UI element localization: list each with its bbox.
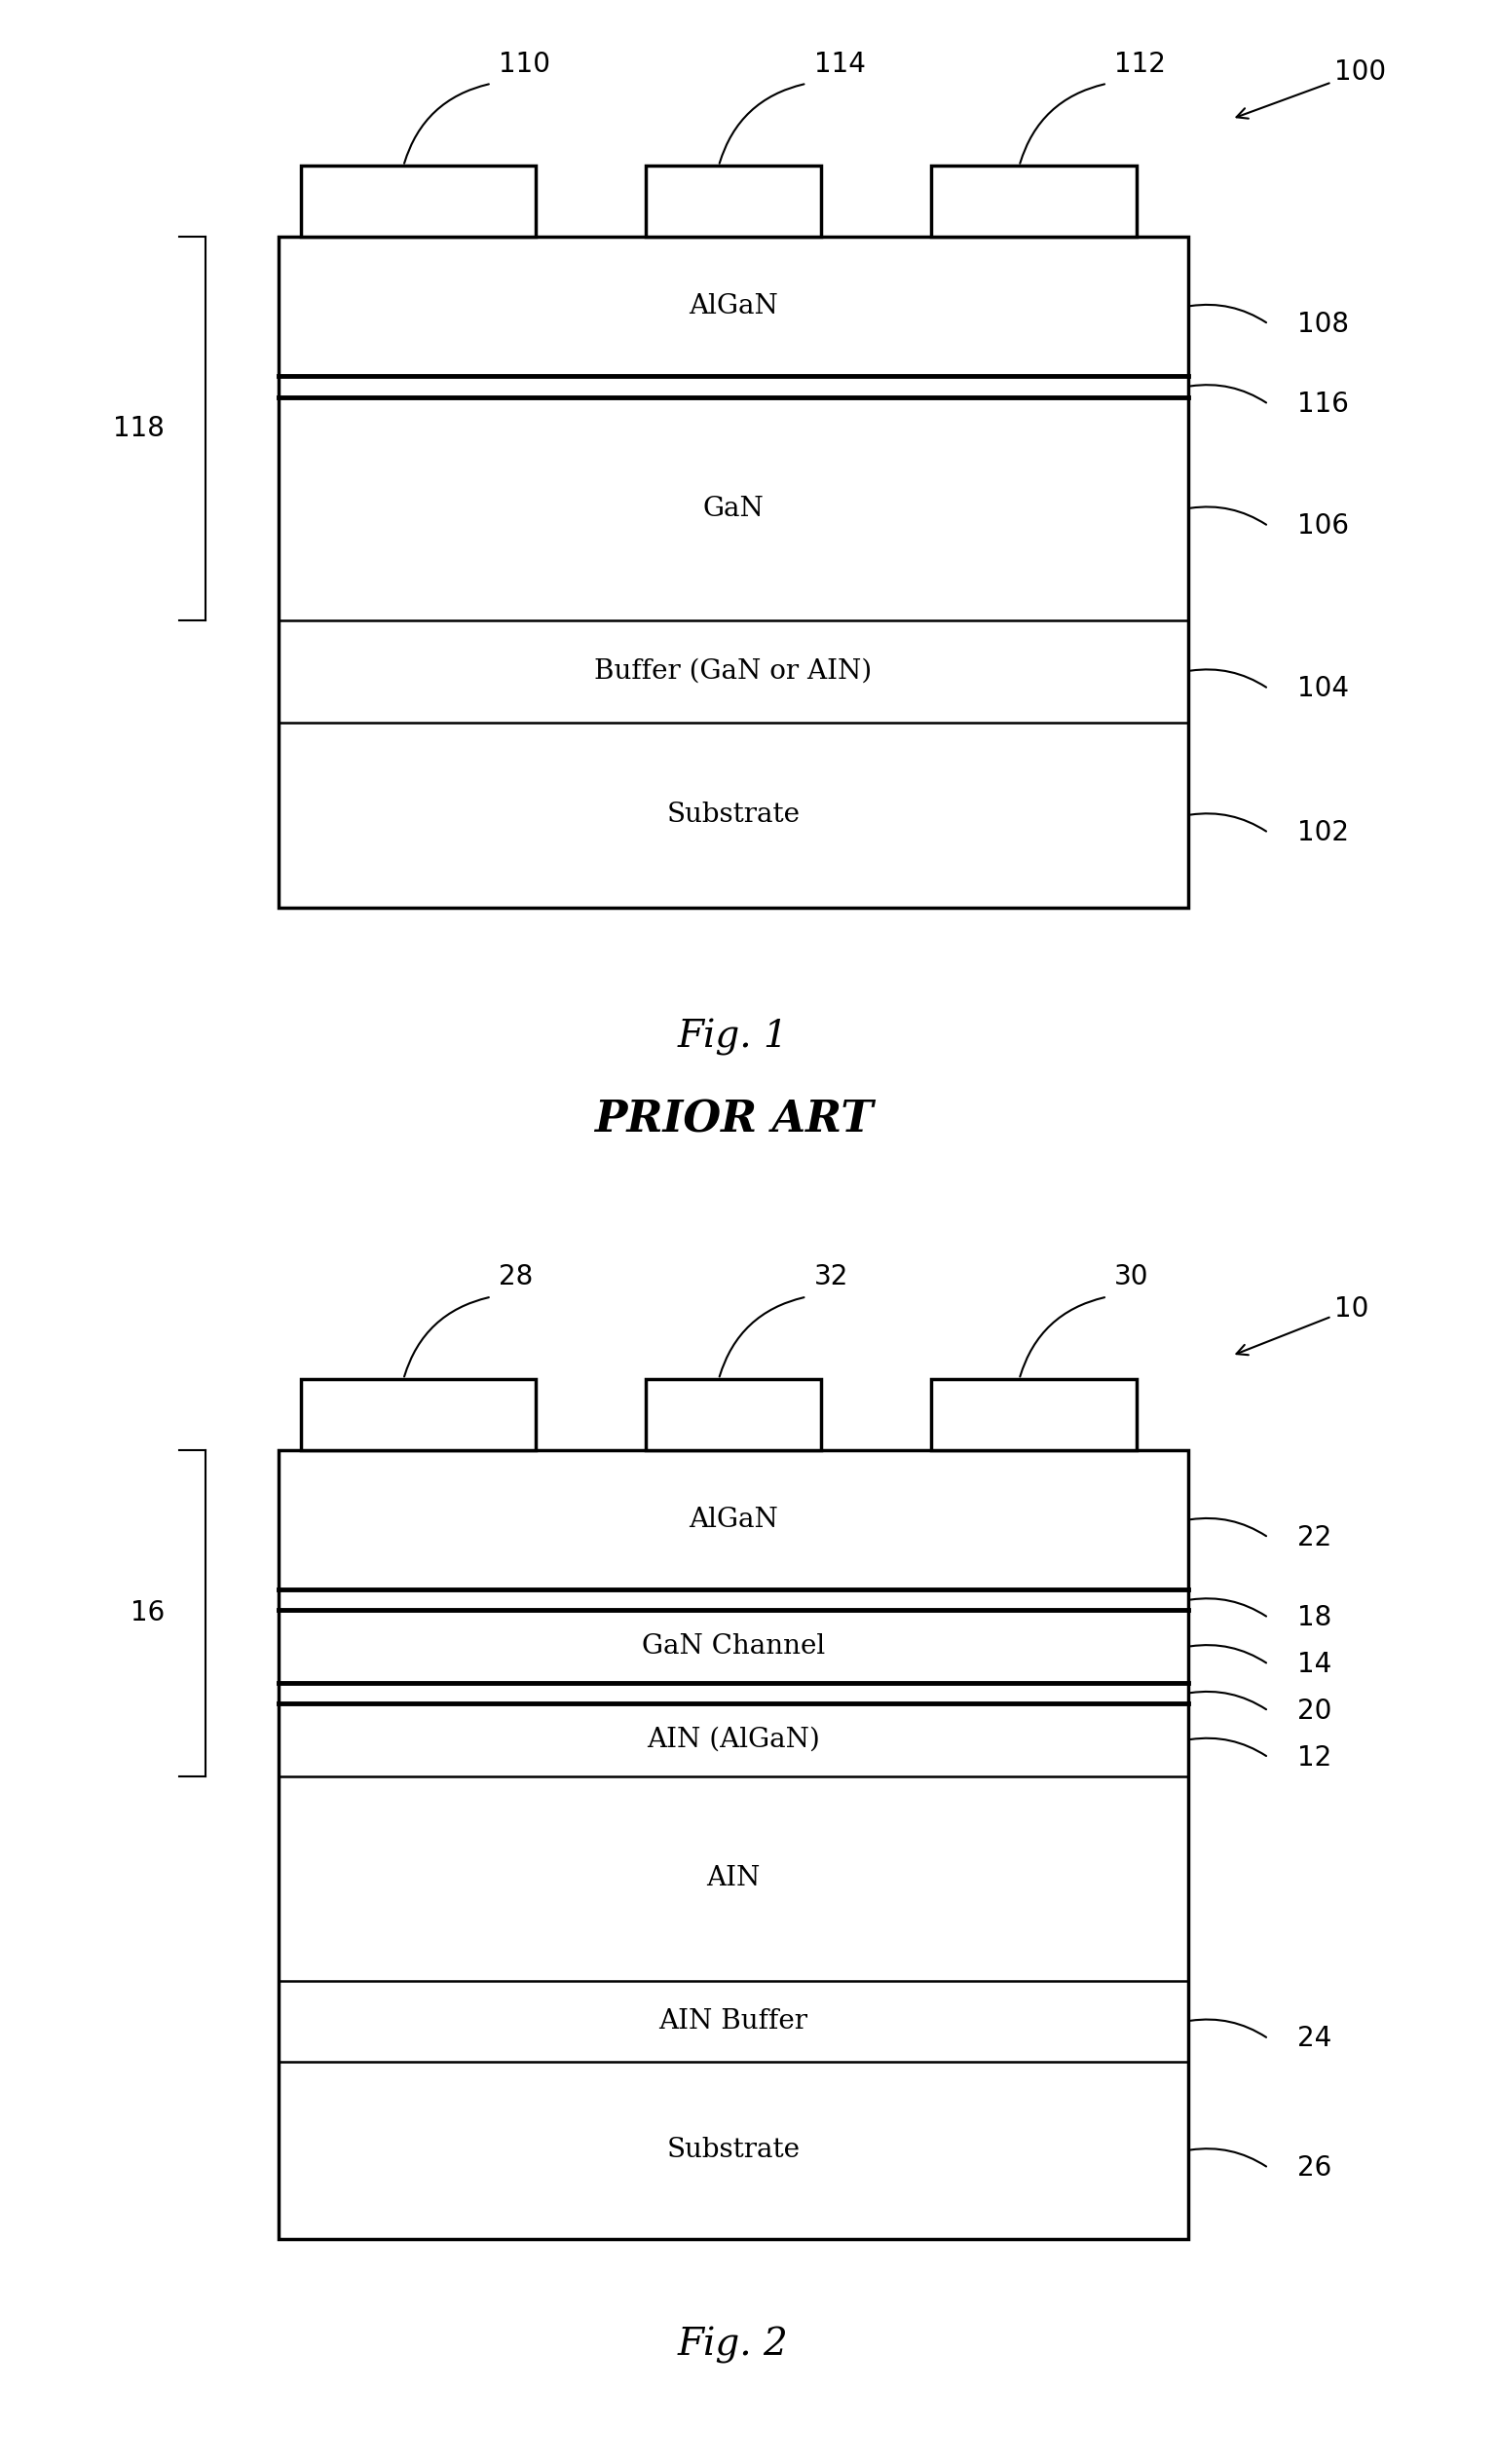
Text: 102: 102 bbox=[1297, 818, 1349, 848]
Text: Gate: Gate bbox=[705, 190, 763, 212]
Text: GaN: GaN bbox=[703, 495, 764, 522]
Text: Substrate: Substrate bbox=[667, 2136, 800, 2163]
Text: AIN: AIN bbox=[706, 1865, 760, 1892]
Text: 12: 12 bbox=[1297, 1745, 1331, 1772]
Text: 30: 30 bbox=[1115, 1264, 1149, 1291]
Bar bbox=[645, 1380, 821, 1449]
Text: 22: 22 bbox=[1297, 1523, 1331, 1552]
Text: 16: 16 bbox=[130, 1599, 165, 1626]
Text: Fig. 1: Fig. 1 bbox=[678, 1020, 788, 1057]
Bar bbox=[301, 165, 536, 237]
Text: Fig. 2: Fig. 2 bbox=[678, 2326, 788, 2363]
Text: PRIOR ART: PRIOR ART bbox=[594, 1099, 872, 1141]
Text: Substrate: Substrate bbox=[667, 801, 800, 828]
Text: Gate: Gate bbox=[705, 1402, 763, 1427]
Bar bbox=[645, 165, 821, 237]
Bar bbox=[278, 237, 1188, 909]
Text: 118: 118 bbox=[114, 414, 165, 441]
Text: AIN (AlGaN): AIN (AlGaN) bbox=[646, 1727, 820, 1752]
Text: Buffer (GaN or AIN): Buffer (GaN or AIN) bbox=[594, 658, 872, 685]
Text: Drain: Drain bbox=[1001, 1402, 1067, 1427]
Bar bbox=[931, 1380, 1137, 1449]
Text: AlGaN: AlGaN bbox=[688, 1508, 778, 1533]
Bar bbox=[301, 1380, 536, 1449]
Text: 108: 108 bbox=[1297, 310, 1349, 338]
Text: 110: 110 bbox=[498, 49, 551, 79]
Text: 32: 32 bbox=[814, 1264, 848, 1291]
Text: GaN Channel: GaN Channel bbox=[642, 1634, 824, 1661]
Text: 28: 28 bbox=[498, 1264, 533, 1291]
Text: 100: 100 bbox=[1237, 59, 1387, 118]
Text: 24: 24 bbox=[1297, 2025, 1331, 2053]
Text: Source: Source bbox=[377, 190, 459, 212]
Text: 104: 104 bbox=[1297, 675, 1349, 702]
Text: 116: 116 bbox=[1297, 392, 1349, 419]
Text: Drain: Drain bbox=[1001, 190, 1067, 212]
Text: 10: 10 bbox=[1236, 1296, 1369, 1355]
Bar bbox=[278, 1449, 1188, 2240]
Text: 114: 114 bbox=[814, 49, 866, 79]
Text: AlGaN: AlGaN bbox=[688, 293, 778, 320]
Text: AIN Buffer: AIN Buffer bbox=[658, 2008, 808, 2035]
Bar bbox=[931, 165, 1137, 237]
Text: Source: Source bbox=[377, 1402, 459, 1427]
Text: 112: 112 bbox=[1115, 49, 1165, 79]
Text: 106: 106 bbox=[1297, 513, 1349, 540]
Text: 18: 18 bbox=[1297, 1604, 1331, 1631]
Text: 14: 14 bbox=[1297, 1651, 1331, 1678]
Text: 20: 20 bbox=[1297, 1698, 1333, 1725]
Text: 26: 26 bbox=[1297, 2154, 1331, 2181]
